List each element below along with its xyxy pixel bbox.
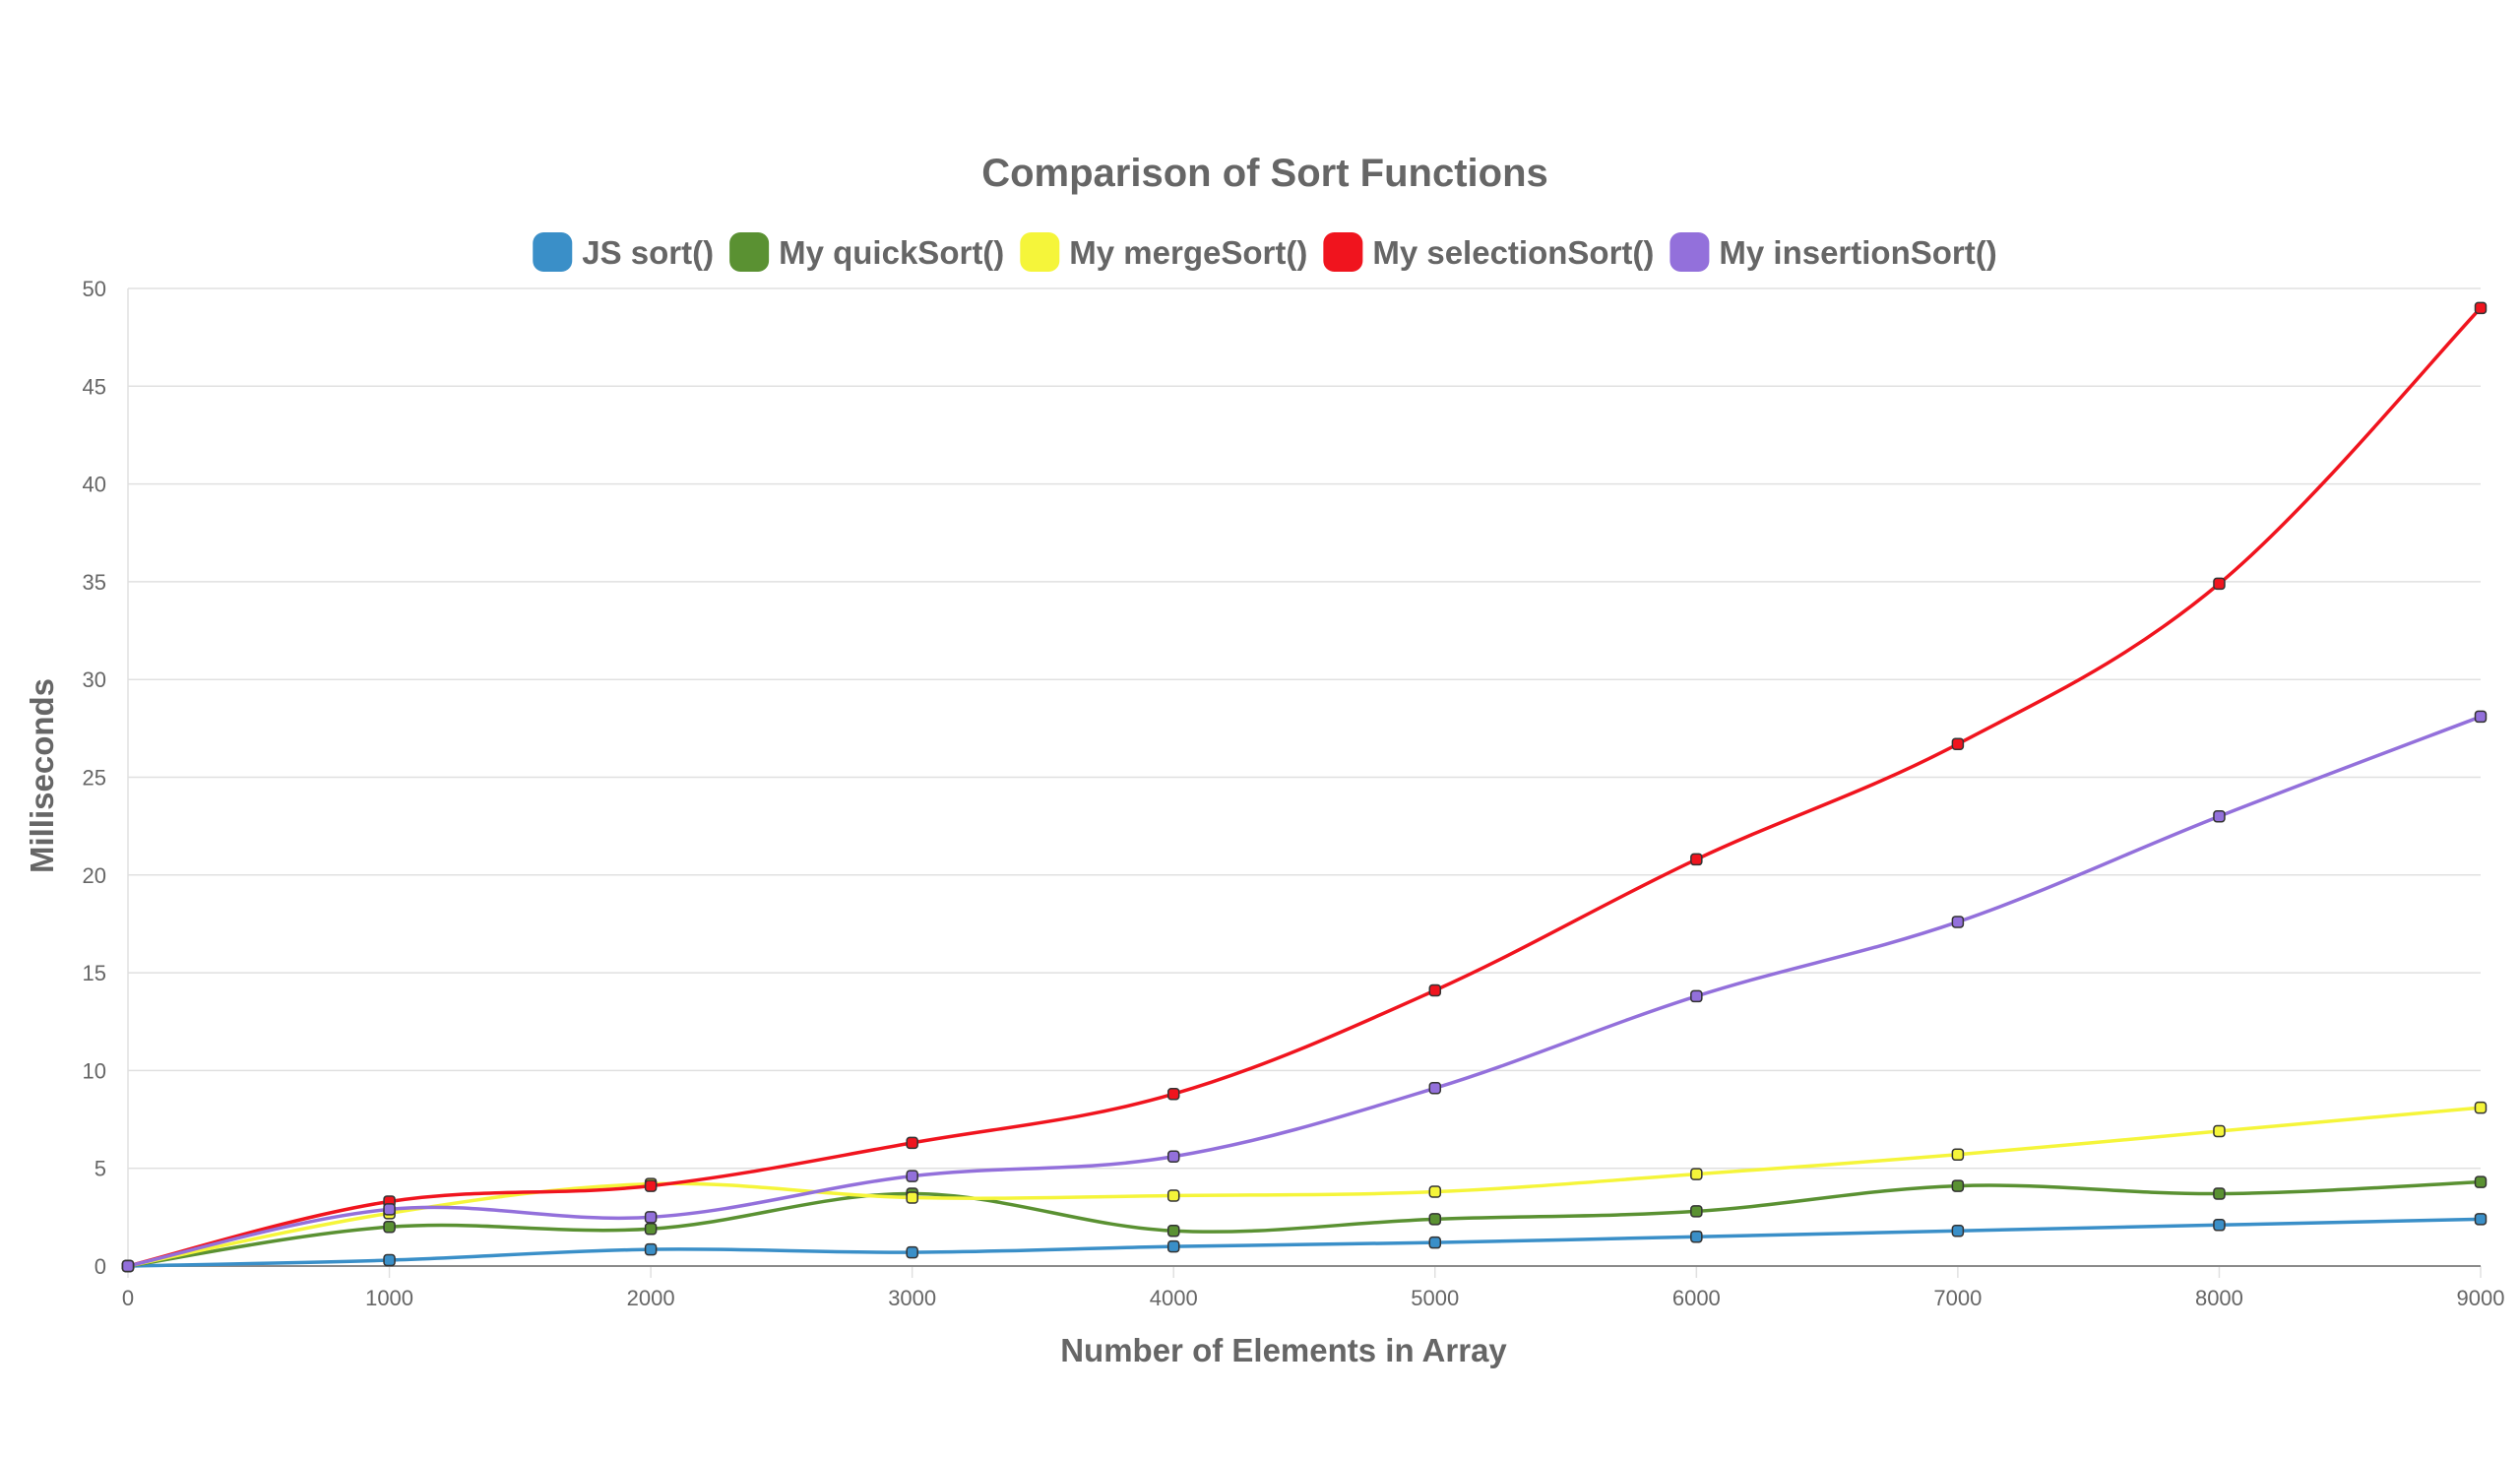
legend-item-my-quicksort[interactable]: My quickSort() xyxy=(729,232,1004,272)
data-point-my-mergesort[interactable] xyxy=(1428,1185,1442,1198)
legend-item-my-insertionsort[interactable]: My insertionSort() xyxy=(1670,232,1997,272)
x-tick-label: 4000 xyxy=(1150,1286,1198,1310)
legend-label: My insertionSort() xyxy=(1719,234,1996,271)
data-point-js-sort[interactable] xyxy=(1166,1239,1180,1253)
series-line-js-sort xyxy=(126,1217,2483,1268)
series-line-my-insertionsort xyxy=(126,715,2483,1268)
data-point-js-sort[interactable] xyxy=(383,1253,396,1267)
legend-item-js-sort[interactable]: JS sort() xyxy=(533,232,714,272)
legend-label: My quickSort() xyxy=(779,234,1004,271)
data-point-my-insertionsort[interactable] xyxy=(383,1203,396,1216)
data-point-my-selectionsort[interactable] xyxy=(2213,577,2226,591)
legend[interactable]: JS sort() My quickSort() My mergeSort() My … xyxy=(533,232,1997,272)
x-axis-title: Number of Elements in Array xyxy=(1060,1332,1507,1368)
data-point-my-quicksort[interactable] xyxy=(383,1221,396,1234)
x-tick-label: 5000 xyxy=(1411,1286,1459,1310)
x-tick-label: 2000 xyxy=(627,1286,675,1310)
data-point-my-insertionsort[interactable] xyxy=(906,1170,918,1182)
legend-label: JS sort() xyxy=(582,234,714,271)
data-point-my-mergesort[interactable] xyxy=(2213,1124,2226,1138)
data-point-my-insertionsort[interactable] xyxy=(1166,1150,1180,1164)
data-point-my-mergesort[interactable] xyxy=(1166,1189,1180,1202)
data-point-my-insertionsort[interactable] xyxy=(1428,1082,1442,1095)
series-line-my-quicksort xyxy=(126,1179,2483,1268)
data-point-my-mergesort[interactable] xyxy=(906,1191,918,1204)
series-lines xyxy=(126,306,2483,1268)
x-tick-label: 1000 xyxy=(365,1286,413,1310)
data-point-my-selectionsort[interactable] xyxy=(2474,301,2488,315)
x-tick-label: 7000 xyxy=(1933,1286,1982,1310)
legend-label: My mergeSort() xyxy=(1069,234,1307,271)
x-axis-ticks: 0 1000 2000 3000 4000 5000 6000 7000 8000 9000 xyxy=(122,1266,2505,1310)
legend-swatch xyxy=(1020,232,1060,272)
y-tick-label: 25 xyxy=(83,766,106,791)
data-point-my-mergesort[interactable] xyxy=(1690,1168,1703,1180)
legend-swatch xyxy=(533,232,573,272)
x-tick-label: 8000 xyxy=(2195,1286,2243,1310)
y-tick-label: 50 xyxy=(83,277,106,301)
y-tick-label: 5 xyxy=(94,1157,106,1181)
legend-item-my-mergesort[interactable]: My mergeSort() xyxy=(1020,232,1307,272)
grid-lines xyxy=(127,287,2481,1267)
series-line-my-mergesort xyxy=(126,1106,2483,1268)
data-point-my-mergesort[interactable] xyxy=(2474,1101,2488,1114)
data-point-my-insertionsort[interactable] xyxy=(1951,916,1965,928)
data-point-my-quicksort[interactable] xyxy=(2213,1187,2226,1200)
data-point-my-selectionsort[interactable] xyxy=(644,1179,658,1192)
x-tick-label: 3000 xyxy=(888,1286,936,1310)
x-tick-label: 9000 xyxy=(2457,1286,2505,1310)
data-point-my-quicksort[interactable] xyxy=(1690,1205,1703,1218)
legend-swatch xyxy=(1323,232,1363,272)
data-point-js-sort[interactable] xyxy=(1951,1225,1965,1237)
data-point-my-mergesort[interactable] xyxy=(1951,1148,1965,1162)
data-point-my-selectionsort[interactable] xyxy=(1951,737,1965,750)
data-point-js-sort[interactable] xyxy=(906,1245,918,1259)
x-tick-label: 0 xyxy=(122,1286,134,1310)
data-point-my-quicksort[interactable] xyxy=(2474,1175,2488,1188)
data-point-js-sort[interactable] xyxy=(2213,1219,2226,1232)
y-axis-ticks: 0 5 10 15 20 25 30 35 40 45 50 xyxy=(83,277,106,1279)
y-tick-label: 20 xyxy=(83,863,106,888)
data-point-my-selectionsort[interactable] xyxy=(1166,1087,1180,1101)
y-tick-label: 10 xyxy=(83,1058,106,1083)
data-point-js-sort[interactable] xyxy=(644,1242,658,1256)
data-point-my-insertionsort[interactable] xyxy=(644,1211,658,1224)
y-tick-label: 30 xyxy=(83,667,106,692)
data-point-js-sort[interactable] xyxy=(1690,1230,1703,1243)
data-point-my-selectionsort[interactable] xyxy=(906,1136,918,1150)
legend-label: My selectionSort() xyxy=(1372,234,1654,271)
legend-item-my-selectionsort[interactable]: My selectionSort() xyxy=(1323,232,1654,272)
series-line-my-selectionsort xyxy=(126,306,2483,1268)
data-point-my-insertionsort[interactable] xyxy=(121,1259,135,1273)
legend-swatch xyxy=(1670,232,1710,272)
data-point-my-quicksort[interactable] xyxy=(1166,1225,1180,1237)
data-point-my-insertionsort[interactable] xyxy=(1690,989,1703,1003)
data-point-my-insertionsort[interactable] xyxy=(2213,809,2226,823)
x-tick-label: 6000 xyxy=(1672,1286,1721,1310)
data-point-js-sort[interactable] xyxy=(2474,1213,2488,1226)
y-tick-label: 35 xyxy=(83,570,106,595)
series-points xyxy=(121,301,2488,1273)
data-point-my-insertionsort[interactable] xyxy=(2474,710,2488,724)
y-tick-label: 40 xyxy=(83,473,106,497)
data-point-my-quicksort[interactable] xyxy=(1428,1213,1442,1226)
data-point-my-selectionsort[interactable] xyxy=(1428,983,1442,997)
y-tick-label: 15 xyxy=(83,961,106,985)
y-tick-label: 45 xyxy=(83,374,106,399)
legend-swatch xyxy=(729,232,770,272)
data-point-my-quicksort[interactable] xyxy=(644,1223,658,1236)
chart-title: Comparison of Sort Functions xyxy=(981,152,1548,195)
data-point-js-sort[interactable] xyxy=(1428,1236,1442,1249)
y-tick-label: 0 xyxy=(94,1254,106,1279)
data-point-my-quicksort[interactable] xyxy=(1951,1179,1965,1192)
data-point-my-selectionsort[interactable] xyxy=(1690,853,1703,866)
y-axis-title: Milliseconds xyxy=(24,678,60,873)
